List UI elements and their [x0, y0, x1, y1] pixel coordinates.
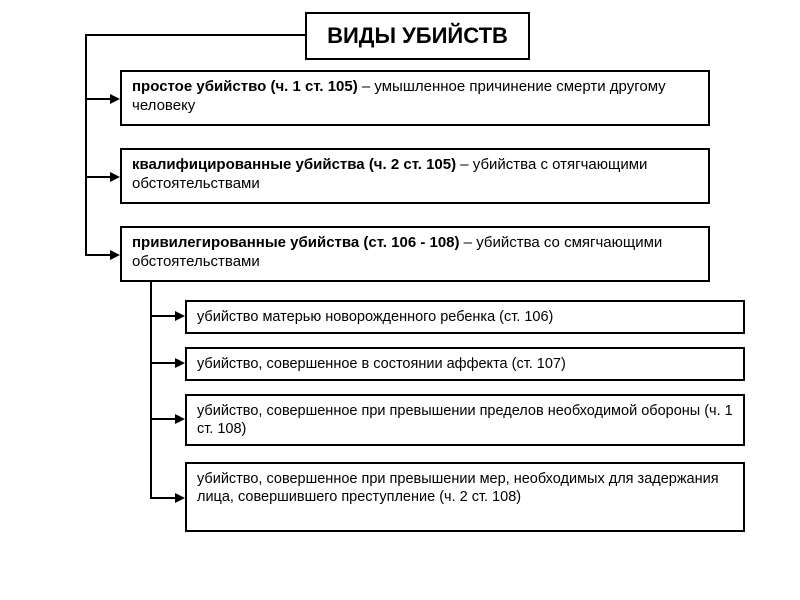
main-box-2: привилегированные убийства (ст. 106 - 10… — [120, 226, 710, 282]
arrowhead-icon — [110, 94, 120, 104]
title-box: ВИДЫ УБИЙСТВ — [305, 12, 530, 60]
main-box-0: простое убийство (ч. 1 ст. 105) – умышле… — [120, 70, 710, 126]
arrowhead-icon — [110, 172, 120, 182]
main-bold-2: привилегированные убийства (ст. 106 - 10… — [132, 234, 460, 251]
main-box-1: квалифицированные убийства (ч. 2 ст. 105… — [120, 148, 710, 204]
arrowhead-icon — [110, 250, 120, 260]
diagram-canvas: ВИДЫ УБИЙСТВ простое убийство (ч. 1 ст. … — [0, 0, 800, 600]
sub-box-2: убийство, совершенное при превышении пре… — [185, 394, 745, 446]
connector-line — [150, 418, 175, 420]
arrowhead-icon — [175, 358, 185, 368]
sub-box-1: убийство, совершенное в состоянии аффект… — [185, 347, 745, 381]
connector-line — [85, 254, 110, 256]
connector-line — [85, 34, 305, 36]
connector-line — [150, 362, 175, 364]
connector-line — [85, 34, 87, 256]
main-bold-1: квалифицированные убийства (ч. 2 ст. 105… — [132, 156, 456, 173]
arrowhead-icon — [175, 414, 185, 424]
sub-box-3: убийство, совершенное при превышении мер… — [185, 462, 745, 532]
arrowhead-icon — [175, 311, 185, 321]
sub-box-0: убийство матерью новорожденного ребенка … — [185, 300, 745, 334]
connector-line — [85, 176, 110, 178]
connector-line — [150, 315, 175, 317]
connector-line — [85, 98, 110, 100]
connector-line — [150, 497, 175, 499]
main-bold-0: простое убийство (ч. 1 ст. 105) — [132, 78, 358, 95]
arrowhead-icon — [175, 493, 185, 503]
